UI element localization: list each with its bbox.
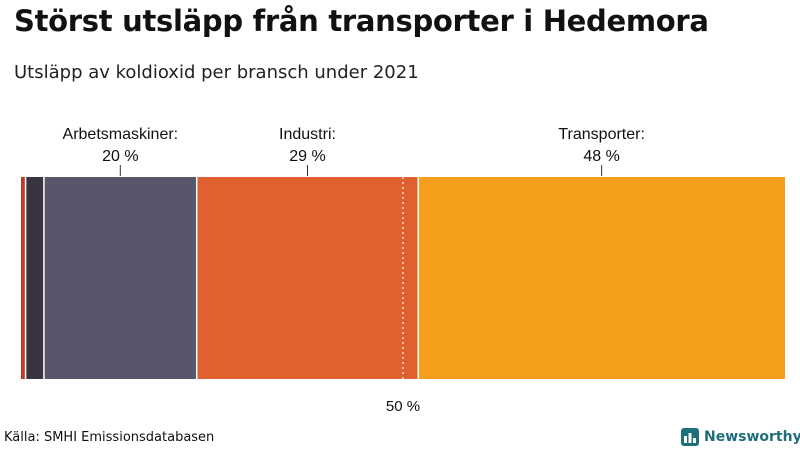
reference-line-label: 50 %: [386, 398, 420, 415]
segment-value-label: 20 %: [102, 148, 138, 165]
chart-subtitle: Utsläpp av koldioxid per bransch under 2…: [14, 62, 419, 83]
segment-label: Transporter:: [558, 126, 645, 143]
bar-segment: [25, 177, 44, 379]
chart-title: Störst utsläpp från transporter i Hedemo…: [14, 4, 709, 38]
bar-segment: [43, 177, 197, 379]
newsworthy-icon: [681, 428, 699, 446]
segment-value-label: 29 %: [289, 148, 325, 165]
source-note: Källa: SMHI Emissionsdatabasen: [4, 430, 215, 445]
segment-label: Industri:: [279, 126, 336, 143]
segment-value-label: 48 %: [583, 148, 619, 165]
brand-logo: Newsworthy: [681, 427, 800, 447]
bar-segment: [196, 177, 419, 379]
bar-segment: [21, 177, 26, 379]
segment-label: Arbetsmaskiner:: [63, 126, 179, 143]
bar-segment: [418, 177, 785, 379]
stacked-bar-chart: Arbetsmaskiner: 20 % Industri: 29 % Transpor…: [21, 126, 785, 415]
brand-name: Newsworthy: [704, 429, 800, 445]
